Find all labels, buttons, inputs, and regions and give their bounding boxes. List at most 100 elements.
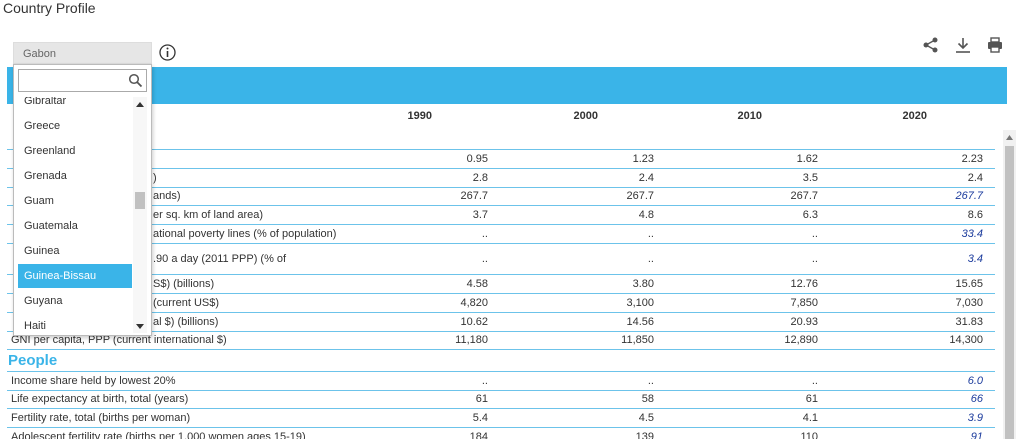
cell-value: 10.62 (460, 315, 488, 328)
row-label: Adolescent fertility rate (births per 1,… (11, 430, 306, 439)
cell-value: 3.9 (967, 412, 983, 425)
row-label: ) (153, 171, 157, 184)
cell-value: .. (647, 227, 654, 240)
row-label: Income share held by lowest 20% (11, 374, 176, 387)
cell-value: 4.1 (802, 412, 818, 425)
cell-value: 7,850 (790, 296, 818, 309)
cell-value: 61 (475, 393, 488, 406)
cell-value: 5.4 (472, 412, 488, 425)
list-scroll-up[interactable] (136, 101, 144, 108)
cell-value: 3.5 (802, 171, 818, 184)
cell-value: 6.3 (802, 209, 818, 222)
section-title: People (8, 351, 58, 369)
table-row: ) 2.8 2.4 3.5 2.4 (7, 169, 995, 188)
cell-value: 8.6 (967, 209, 983, 222)
cell-value: 12,890 (784, 334, 818, 347)
cell-value: 1.62 (796, 152, 818, 165)
country-option[interactable]: Grenada (18, 164, 132, 188)
table-row: (current US$) 4,820 3,100 7,850 7,030 (7, 294, 995, 313)
country-option[interactable]: Guinea-Bissau (18, 264, 132, 288)
cell-value: .. (811, 227, 818, 240)
share-icon[interactable] (922, 36, 940, 54)
cell-value: .. (647, 374, 654, 387)
cell-value: 3,100 (626, 296, 654, 309)
cell-value: .. (811, 253, 818, 265)
cell-value: 4.5 (638, 412, 654, 425)
table-row: er sq. km of land area) 3.7 4.8 6.3 8.6 (7, 206, 995, 225)
country-dropdown: Gibraltar Greece Greenland Grenada Guam Guate… (13, 64, 152, 336)
search-input[interactable] (18, 69, 147, 92)
download-icon[interactable] (954, 36, 972, 54)
country-option[interactable]: Greece (18, 114, 132, 138)
country-option[interactable]: Haiti (18, 314, 132, 333)
column-header: 2000 (573, 110, 598, 122)
row-label: al $) (billions) (153, 315, 219, 328)
cell-value: 2.4 (638, 171, 654, 184)
selected-country: Gabon (23, 48, 57, 60)
table-row: Life expectancy at birth, total (years) 6… (7, 391, 995, 410)
option-label: Guinea (24, 245, 60, 257)
country-option[interactable]: Guam (18, 189, 132, 213)
cell-value: .. (647, 253, 654, 265)
column-header: 1990 (407, 110, 432, 122)
cell-value: .. (811, 374, 818, 387)
section-header: People (7, 350, 995, 372)
table-header-band (7, 67, 1007, 104)
list-scroll-thumb[interactable] (135, 192, 145, 209)
option-label: Guyana (24, 295, 63, 307)
country-select[interactable]: Gabon (13, 42, 152, 64)
option-label: Grenada (24, 170, 67, 182)
row-label: S$) (billions) (153, 278, 215, 291)
option-list: Gibraltar Greece Greenland Grenada Guam Guate… (18, 97, 132, 333)
scroll-up-arrow[interactable] (1005, 133, 1014, 141)
cell-value: 0.95 (466, 152, 488, 165)
cell-value: 267.7 (955, 190, 983, 203)
cell-value: 12.76 (790, 278, 818, 291)
cell-value: 14,300 (949, 334, 983, 347)
cell-value: 184 (469, 430, 488, 439)
option-label: Greenland (24, 145, 76, 157)
info-icon[interactable] (158, 43, 177, 62)
cell-value: 31.83 (955, 315, 983, 328)
search-icon (128, 73, 143, 88)
cell-value: 267.7 (460, 190, 488, 203)
table-row: GNI per capita, PPP (current internation… (7, 332, 995, 351)
cell-value: 4,820 (460, 296, 488, 309)
column-header: 2010 (737, 110, 762, 122)
table-scroll-thumb[interactable] (1005, 146, 1014, 439)
cell-value: 1.23 (632, 152, 654, 165)
country-option[interactable]: Guyana (18, 289, 132, 313)
row-label: ational poverty lines (% of population) (153, 227, 337, 240)
country-option[interactable]: Guatemala (18, 214, 132, 238)
option-label: Guinea-Bissau (24, 270, 97, 282)
cell-value: 267.7 (790, 190, 818, 203)
row-label: .90 a day (2011 PPP) (% of (153, 253, 287, 265)
cell-value: 14.56 (626, 315, 654, 328)
row-label: (current US$) (153, 296, 220, 309)
cell-value: 61 (805, 393, 818, 406)
table-row: al $) (billions) 10.62 14.56 20.93 31.83 (7, 313, 995, 332)
page-title: Country Profile (3, 0, 96, 16)
cell-value: 139 (635, 430, 654, 439)
cell-value: 4.8 (638, 209, 654, 222)
cell-value: 2.23 (961, 152, 983, 165)
option-label: Greece (24, 120, 61, 132)
cell-value: 3.80 (632, 278, 654, 291)
row-label: GNI per capita, PPP (current internation… (11, 334, 227, 347)
table-row: Fertility rate, total (births per woman)… (7, 409, 995, 428)
country-option[interactable]: Gibraltar (18, 97, 132, 113)
list-scroll-down[interactable] (136, 323, 144, 330)
row-label: er sq. km of land area) (153, 209, 264, 222)
column-header: 2020 (902, 110, 927, 122)
list-scrollbar[interactable] (133, 97, 147, 333)
cell-value: 7,030 (955, 296, 983, 309)
option-label: Guatemala (24, 220, 78, 232)
cell-value: 2.8 (472, 171, 488, 184)
print-icon[interactable] (986, 36, 1004, 54)
country-option[interactable]: Guinea (18, 239, 132, 263)
cell-value: 15.65 (955, 278, 983, 291)
cell-value: .. (481, 253, 488, 265)
country-option[interactable]: Greenland (18, 139, 132, 163)
table-row: ands) 267.7 267.7 267.7 267.7 (7, 188, 995, 207)
